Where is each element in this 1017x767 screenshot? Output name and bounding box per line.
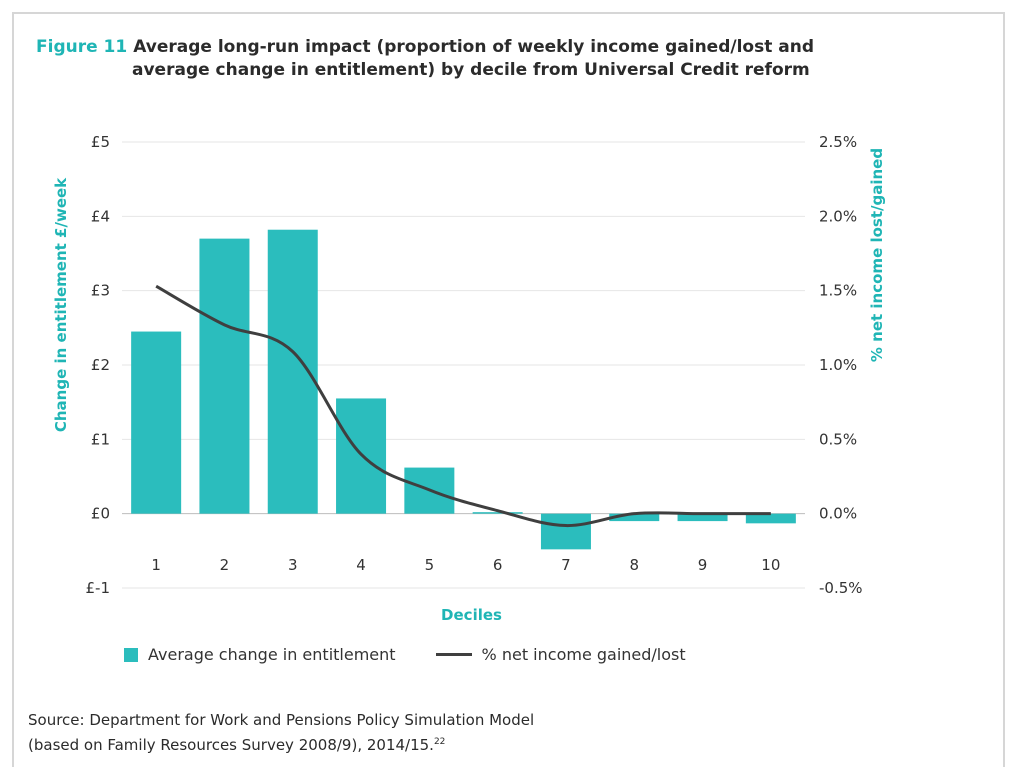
y-right-axis-title: % net income lost/gained <box>868 148 886 362</box>
x-tick-label: 1 <box>151 556 161 574</box>
y-right-tick-label: 1.0% <box>819 356 857 374</box>
figure-title: Figure 11 Average long-run impact (propor… <box>36 36 966 82</box>
legend-label-bars: Average change in entitlement <box>148 645 396 664</box>
y-left-tick-label: £-1 <box>86 579 111 597</box>
legend-item-line: % net income gained/lost <box>435 645 686 664</box>
legend-swatch-bars <box>124 647 138 662</box>
figure-label: Figure 11 <box>36 37 128 57</box>
bar <box>472 512 523 514</box>
x-tick-label: 5 <box>425 556 435 574</box>
series-line <box>155 284 771 528</box>
x-tick-label: 3 <box>288 556 298 574</box>
y-left-tick-label: £3 <box>91 282 110 300</box>
y-right-tick-label: 0.0% <box>819 505 857 523</box>
x-tick-label: 8 <box>629 556 639 574</box>
source-note: Source: Department for Work and Pensions… <box>28 709 534 756</box>
bar <box>199 238 250 514</box>
x-axis-title: Deciles <box>441 606 502 624</box>
y-right-tick-label: -0.5% <box>819 579 863 597</box>
legend: Average change in entitlement % net inco… <box>124 645 726 664</box>
bar <box>609 513 660 522</box>
y-right-tick-label: 2.0% <box>819 207 857 225</box>
source-line2-text: (based on Family Resources Survey 2008/9… <box>28 736 434 754</box>
source-line1: Source: Department for Work and Pensions… <box>28 711 535 729</box>
x-tick-label: 6 <box>493 556 503 574</box>
figure-title-line1: Average long-run impact (proportion of w… <box>133 37 814 57</box>
figure-title-line2: average change in entitlement) by decile… <box>132 60 810 80</box>
y-left-tick-label: £2 <box>91 356 110 374</box>
y-left-tick-label: £0 <box>91 505 110 523</box>
y-left-tick-label: £4 <box>91 207 110 225</box>
y-right-tick-label: 2.5% <box>819 133 857 151</box>
y-left-tick-label: £5 <box>91 133 110 151</box>
bar <box>131 331 182 514</box>
source-line2: (based on Family Resources Survey 2008/9… <box>28 731 534 756</box>
x-tick-label: 7 <box>561 556 571 574</box>
y-right-tick-label: 0.5% <box>819 430 857 448</box>
y-left-axis-title: Change in entitlement £/week <box>52 177 70 432</box>
bar <box>745 513 796 524</box>
y-right-tick-label: 1.5% <box>819 282 857 300</box>
legend-label-line: % net income gained/lost <box>481 645 686 664</box>
figure-frame <box>12 12 1005 767</box>
bar <box>677 513 728 522</box>
bar <box>540 513 591 550</box>
source-footnote: 22 <box>433 737 446 747</box>
x-tick-label: 10 <box>761 556 780 574</box>
x-tick-label: 4 <box>356 556 366 574</box>
x-tick-label: 2 <box>220 556 230 574</box>
x-tick-label: 9 <box>698 556 708 574</box>
y-left-tick-label: £1 <box>91 430 110 448</box>
legend-swatch-line <box>435 653 472 656</box>
legend-item-bars: Average change in entitlement <box>124 645 396 664</box>
